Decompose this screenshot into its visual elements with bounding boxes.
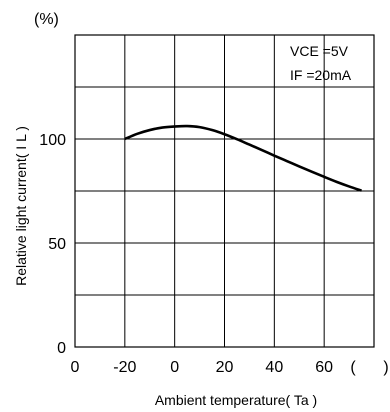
y-tick-labels: 0 50 100 [39,132,66,357]
y-tick-label: 50 [48,236,66,253]
y-axis-label: Relative light current( I L ) [13,126,29,286]
plot-frame [74,34,375,348]
x-unit-open-paren: ( [350,359,356,376]
x-tick-label: 20 [216,359,234,376]
series-line [124,124,362,192]
x-tick-label: 40 [265,359,283,376]
x-tick-label: 60 [315,359,333,376]
grid [75,35,374,347]
y-unit-label: (%) [34,11,59,28]
x-tick-label: 0 [71,359,80,376]
x-axis-label: Ambient temperature( Ta ) [155,392,317,408]
x-unit-close-paren: ) [383,359,388,376]
x-tick-labels: 0 -20 0 20 40 60 [71,359,334,376]
x-tick-label: 0 [170,359,179,376]
x-tick-label: -20 [113,359,136,376]
y-tick-label: 0 [57,340,66,357]
y-tick-label: 100 [39,132,66,149]
annotation-vce: VCE =5V [290,43,349,59]
annotation-if: IF =20mA [290,67,352,83]
